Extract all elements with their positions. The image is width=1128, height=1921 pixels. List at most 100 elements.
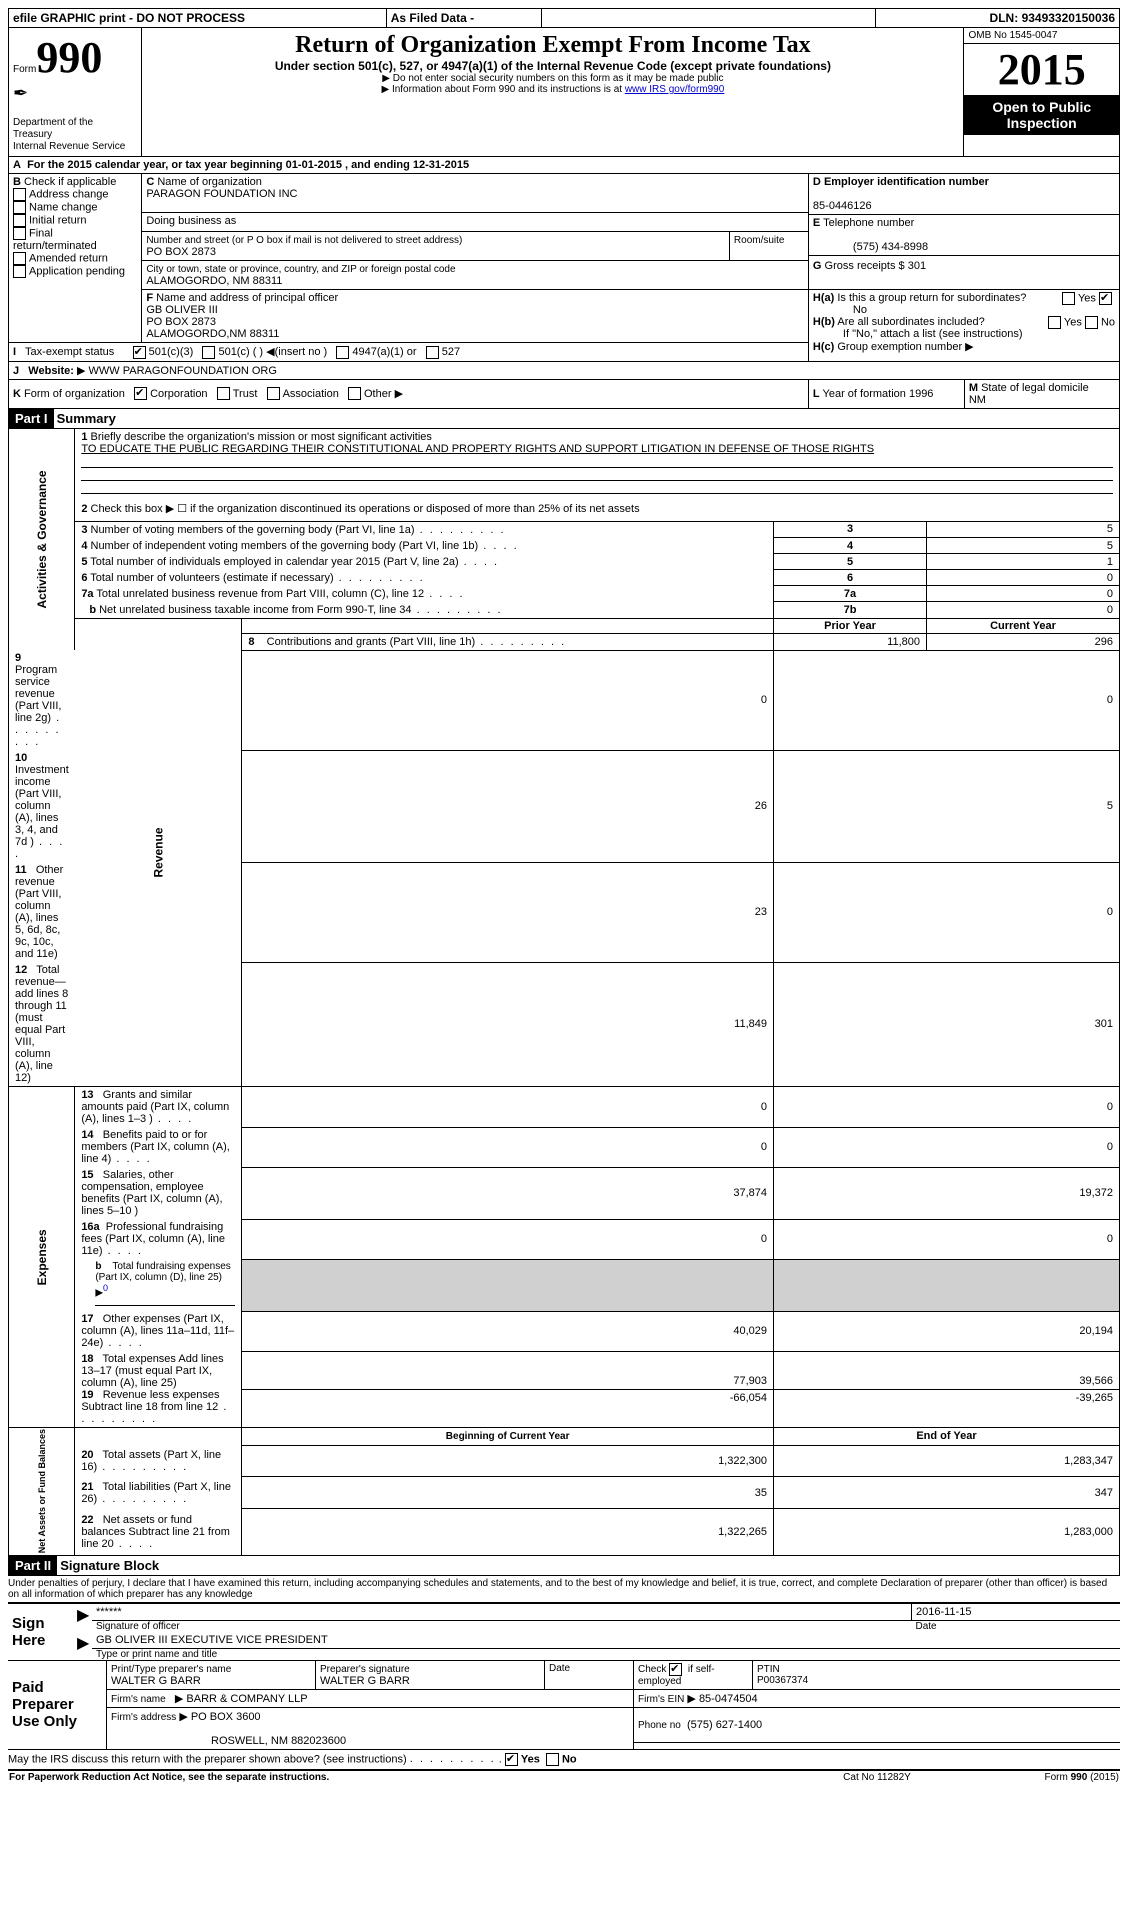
self-employed-checkbox[interactable]: [669, 1663, 682, 1676]
side-label-governance: Activities & Governance: [9, 429, 75, 651]
sign-here-label: Sign Here: [8, 1603, 76, 1661]
box-deg: D Employer identification number 85-0446…: [808, 174, 1119, 290]
rev11-prior: 23: [242, 862, 774, 962]
assoc-checkbox[interactable]: [267, 387, 280, 400]
sub-title-1: Under section 501(c), 527, or 4947(a)(1)…: [150, 59, 955, 73]
hb-label: Are all subordinates included?: [837, 316, 984, 328]
hb-no-checkbox[interactable]: [1085, 316, 1098, 329]
city-value: ALAMOGORDO, NM 88311: [146, 275, 282, 287]
net-row: 22 Net assets or fund balances Subtract …: [9, 1509, 1120, 1555]
hb-yes-checkbox[interactable]: [1048, 316, 1061, 329]
exp17-curr: 20,194: [774, 1311, 1120, 1351]
room-label: Room/suite: [734, 235, 785, 246]
corp-checkbox[interactable]: [134, 387, 147, 400]
i-insertno: (insert no ): [275, 346, 328, 358]
501c3-checkbox[interactable]: [133, 346, 146, 359]
discuss-yes: Yes: [521, 1753, 540, 1765]
other-checkbox[interactable]: [348, 387, 361, 400]
discuss-yes-checkbox[interactable]: [505, 1753, 518, 1766]
i-501c3: 501(c)(3): [149, 346, 194, 358]
box-h: H(a) Is this a group return for subordin…: [808, 290, 1119, 362]
net22-boy: 1,322,265: [242, 1509, 774, 1555]
line-a: A For the 2015 calendar year, or tax yea…: [8, 157, 1120, 174]
rev11-text: Other revenue (Part VIII, column (A), li…: [15, 864, 63, 960]
line-2: 2 Check this box ▶ ☐ if the organization…: [75, 496, 1120, 522]
firm-ein-cell: Firm's EIN ▶ 85-0474504: [634, 1689, 1121, 1707]
gov5-key: 5: [774, 554, 927, 570]
exp19-text: Revenue less expenses Subtract line 18 f…: [81, 1389, 228, 1425]
amended-return-checkbox[interactable]: [13, 252, 26, 265]
sig-stars: ******: [96, 1606, 122, 1618]
form-year-footer: (2015): [1090, 1772, 1119, 1783]
exp1819-prior: 77,903-66,054: [242, 1351, 774, 1428]
rev12-curr: 301: [774, 962, 1120, 1087]
501c-checkbox[interactable]: [202, 346, 215, 359]
gov-row: 4 Number of independent voting members o…: [9, 538, 1120, 554]
ha-label: Is this a group return for subordinates?: [837, 292, 1026, 304]
exp18-text: Total expenses Add lines 13–17 (must equ…: [81, 1353, 223, 1389]
exp18-prior: 77,903: [242, 1373, 773, 1390]
prep-name-label: Print/Type preparer's name: [111, 1664, 231, 1675]
initial-return-checkbox[interactable]: [13, 214, 26, 227]
paid-preparer-block: Paid Preparer Use Only Print/Type prepar…: [8, 1661, 1120, 1750]
irs-link[interactable]: www IRS gov/form990: [625, 84, 724, 95]
net21-text: Total liabilities (Part X, line 26): [81, 1481, 231, 1505]
exp-row: 18 Total expenses Add lines 13–17 (must …: [9, 1351, 1120, 1428]
f-label: Name and address of principal officer: [156, 292, 338, 304]
mission-text: TO EDUCATE THE PUBLIC REGARDING THEIR CO…: [81, 443, 874, 455]
officer-signature: ******: [92, 1604, 912, 1621]
k-other: Other: [364, 388, 392, 400]
ha-yes-checkbox[interactable]: [1062, 292, 1075, 305]
527-checkbox[interactable]: [426, 346, 439, 359]
paid-preparer-label: Paid Preparer Use Only: [8, 1661, 107, 1750]
box-f: F Name and address of principal officer …: [142, 290, 809, 343]
form-header: Form990 ✒ Department of the Treasury Int…: [8, 28, 1120, 157]
net20-text: Total assets (Part X, line 16): [81, 1449, 221, 1473]
box-c-city: City or town, state or province, country…: [142, 261, 809, 290]
name-arrow-icon: ▶: [76, 1632, 92, 1661]
cat-no: Cat No 11282Y: [776, 1771, 978, 1784]
tax-year: 2015: [964, 44, 1119, 95]
date-label: Date: [912, 1620, 1121, 1632]
irs-eagle-icon: ✒: [13, 83, 28, 103]
j-label: Website:: [28, 365, 74, 377]
final-return-checkbox[interactable]: [13, 227, 26, 240]
gov5-text: Total number of individuals employed in …: [90, 556, 499, 568]
rev9-text: Program service revenue (Part VIII, line…: [15, 664, 61, 748]
trust-checkbox[interactable]: [217, 387, 230, 400]
gross-receipts: 301: [908, 260, 926, 272]
hc-label: Group exemption number: [837, 341, 962, 353]
prep-name-cell: Print/Type preparer's nameWALTER G BARR: [107, 1661, 316, 1690]
gov7b-val: 0: [927, 602, 1120, 619]
self-employed-cell: Check if self-employed: [634, 1661, 753, 1690]
i-label: Tax-exempt status: [25, 346, 114, 358]
net20-boy: 1,322,300: [242, 1445, 774, 1477]
l-label: Year of formation: [823, 388, 906, 400]
exp-row: 16a Professional fundraising fees (Part …: [9, 1219, 1120, 1259]
4947-checkbox[interactable]: [336, 346, 349, 359]
gov3-text: Number of voting members of the governin…: [91, 524, 506, 536]
current-year-hdr: Current Year: [927, 618, 1120, 633]
application-pending-checkbox[interactable]: [13, 265, 26, 278]
net22-text: Net assets or fund balances Subtract lin…: [81, 1514, 230, 1550]
addr-change-checkbox[interactable]: [13, 188, 26, 201]
ha-no-checkbox[interactable]: [1099, 292, 1112, 305]
dept-line1: Department of the: [13, 117, 93, 128]
gov4-text: Number of independent voting members of …: [91, 540, 519, 552]
gov7b-text: Net unrelated business taxable income fr…: [99, 604, 502, 616]
l2-label: Check this box ▶ ☐ if the organization d…: [91, 503, 640, 515]
gov-row: b Net unrelated business taxable income …: [9, 602, 1120, 619]
open-inspection: Open to Public Inspection: [964, 95, 1119, 135]
box-lm: L Year of formation 1996 M State of lega…: [808, 379, 1119, 408]
firm-name: BARR & COMPANY LLP: [186, 1693, 307, 1705]
gov-row: 5 Total number of individuals employed i…: [9, 554, 1120, 570]
name-change-checkbox[interactable]: [13, 201, 26, 214]
entity-block: B Check if applicable Address change Nam…: [8, 174, 1120, 409]
discuss-no-checkbox[interactable]: [546, 1753, 559, 1766]
form-id-cell: Form990 ✒ Department of the Treasury Int…: [9, 28, 142, 157]
sign-here-block: Sign Here ▶ ****** 2016-11-15 Signature …: [8, 1602, 1120, 1661]
exp19-curr: -39,265: [774, 1390, 1119, 1406]
net20-eoy: 1,283,347: [774, 1445, 1120, 1477]
officer-name-title: GB OLIVER III EXECUTIVE VICE PRESIDENT: [92, 1632, 1120, 1649]
sub-title-3: Information about Form 990 and its instr…: [392, 84, 625, 95]
